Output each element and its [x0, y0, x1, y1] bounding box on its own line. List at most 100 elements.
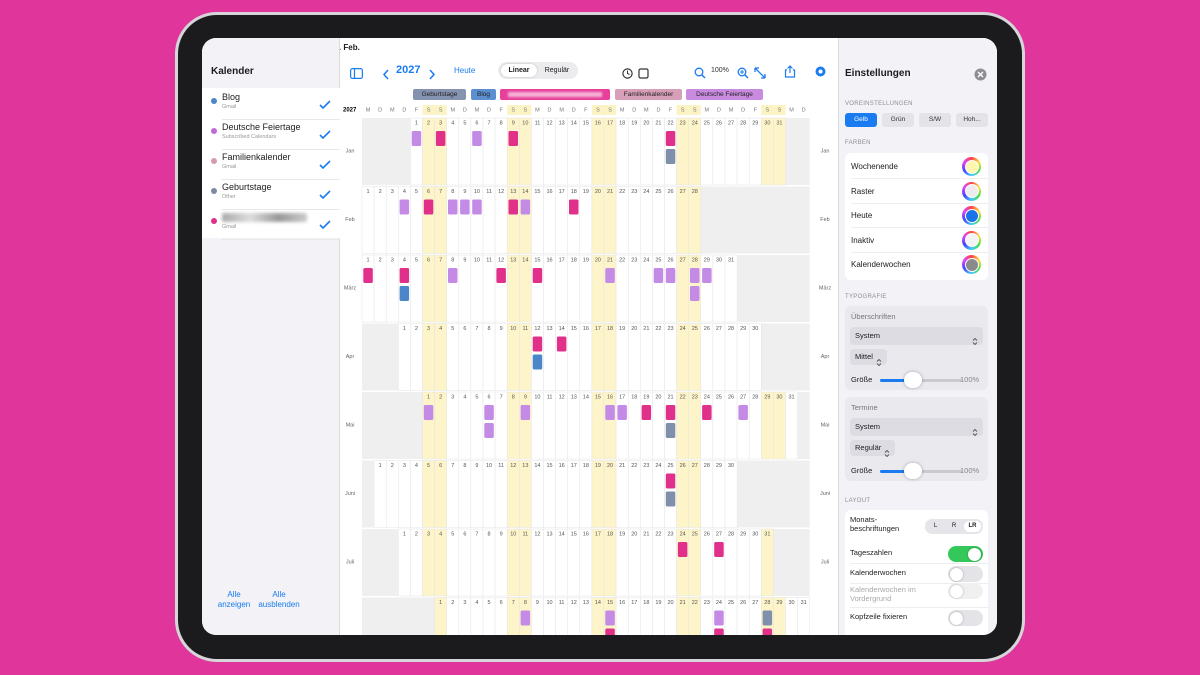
- calendar-checkmark[interactable]: [319, 126, 331, 140]
- toggle-switch[interactable]: [948, 546, 983, 562]
- day-cell: [482, 254, 496, 323]
- size-slider-knob[interactable]: [904, 372, 922, 388]
- color-well[interactable]: [962, 157, 981, 176]
- share-button[interactable]: [784, 64, 796, 78]
- calendar-checkmark[interactable]: [319, 96, 331, 110]
- weekday-label: M: [390, 107, 395, 113]
- zoom-out-button[interactable]: [694, 65, 706, 79]
- calendar-account: Gmail: [222, 224, 237, 230]
- day-number: 25: [692, 531, 698, 537]
- calendar-checkmark-graphic: [319, 130, 331, 140]
- preset-button[interactable]: Grün: [882, 113, 914, 127]
- settings-button[interactable]: [814, 64, 827, 77]
- view-mode-option[interactable]: Regulär: [544, 67, 570, 74]
- toggle-switch[interactable]: [948, 610, 983, 626]
- icon-shape: [977, 71, 984, 78]
- show-all-button[interactable]: Alle anzeigen: [217, 590, 251, 609]
- day-cell: [688, 186, 702, 254]
- calendar-event: [665, 149, 676, 164]
- calendar-checkmark[interactable]: [319, 216, 331, 230]
- day-cell: [446, 460, 460, 528]
- fit-button[interactable]: [754, 65, 766, 79]
- day-cell: [627, 186, 641, 254]
- day-cell: [591, 323, 605, 391]
- preset-button[interactable]: Gelb: [845, 113, 877, 127]
- day-number: 30: [728, 463, 734, 469]
- day-number: 19: [595, 463, 601, 469]
- day-number: 17: [571, 463, 577, 469]
- month-label-left: Apr: [346, 354, 355, 360]
- day-cell: [712, 254, 726, 323]
- day-cell: [615, 117, 629, 186]
- color-well[interactable]: [962, 181, 981, 201]
- clock-button[interactable]: [622, 65, 633, 79]
- zoom-in-button[interactable]: [737, 65, 749, 79]
- legend-chip[interactable]: Geburtstage: [413, 89, 466, 100]
- preset-button[interactable]: Hoh...: [956, 113, 988, 127]
- day-cell: [724, 460, 738, 528]
- month-label-option[interactable]: R: [951, 523, 957, 529]
- day-number: 19: [643, 394, 649, 400]
- size-slider-knob[interactable]: [904, 463, 922, 479]
- month-label-option[interactable]: L: [933, 523, 938, 529]
- day-cell: [603, 254, 617, 323]
- day-number: 17: [559, 257, 565, 263]
- day-cell: [494, 117, 508, 186]
- day-cell: [773, 391, 786, 460]
- sidebar-toggle-icon[interactable]: [350, 65, 364, 80]
- close-button[interactable]: [974, 67, 987, 81]
- day-number: 16: [583, 531, 589, 537]
- sidebar-title: Kalender: [211, 66, 254, 77]
- day-number: 2: [379, 189, 382, 195]
- calendar-checkmark[interactable]: [319, 156, 331, 170]
- legend-chip[interactable]: [500, 89, 610, 100]
- weekend-header: [688, 105, 701, 115]
- color-well[interactable]: [962, 230, 981, 250]
- preset-button[interactable]: S/W: [919, 113, 951, 127]
- day-cell: [519, 323, 532, 391]
- calendar-name[interactable]: Blog: [222, 92, 241, 102]
- next-year-button[interactable]: [428, 66, 436, 80]
- weekday-label: S: [608, 107, 612, 113]
- day-number: 2: [379, 257, 382, 263]
- weight-dropdown[interactable]: Regulär: [850, 440, 896, 456]
- calendar-event: [448, 268, 458, 283]
- day-number: 26: [667, 189, 673, 195]
- day-number: 8: [524, 600, 527, 606]
- calendar-name[interactable]: Deutsche Feiertage: [222, 122, 301, 132]
- day-number: 5: [415, 189, 418, 195]
- month-labels-label: Monats-beschriftungen: [850, 515, 900, 533]
- dropdown-arrows: [972, 423, 978, 437]
- today-button[interactable]: Heute: [454, 66, 476, 75]
- calendar-event: [508, 199, 518, 215]
- toggle-switch[interactable]: [948, 566, 983, 582]
- legend-chip[interactable]: Familienkalender: [615, 89, 682, 100]
- icon-shape: [627, 70, 630, 75]
- calendar-color-dot: [211, 98, 217, 104]
- calendar-name[interactable]: Geburtstage: [222, 182, 272, 192]
- previous-year-button[interactable]: [382, 66, 390, 80]
- toggle-knob: [949, 584, 963, 598]
- calendar-checkmark[interactable]: [319, 186, 331, 200]
- color-well[interactable]: [962, 206, 981, 225]
- legend-chip[interactable]: Blog: [471, 89, 496, 100]
- day-cell: [736, 117, 750, 186]
- hide-all-button[interactable]: Alle ausblenden: [258, 590, 300, 609]
- day-cell: [543, 323, 556, 391]
- color-well[interactable]: [962, 255, 981, 274]
- day-cell: [664, 528, 677, 597]
- view-mode-option[interactable]: Linear: [501, 64, 537, 77]
- day-number: 6: [439, 463, 442, 469]
- calendar-day-button[interactable]: [638, 65, 649, 79]
- month-label-option[interactable]: LR: [964, 521, 981, 532]
- font-dropdown[interactable]: System: [850, 418, 983, 436]
- day-number: 20: [667, 600, 673, 606]
- color-setting-label: Raster: [851, 186, 875, 196]
- dropdown-arrows-graphic: [884, 449, 890, 458]
- day-number: 6: [500, 600, 503, 606]
- font-dropdown[interactable]: System: [850, 327, 983, 345]
- legend-chip[interactable]: Deutsche Feiertage: [686, 89, 763, 100]
- calendar-name[interactable]: Familienkalender: [222, 152, 291, 162]
- day-number: 29: [764, 394, 770, 400]
